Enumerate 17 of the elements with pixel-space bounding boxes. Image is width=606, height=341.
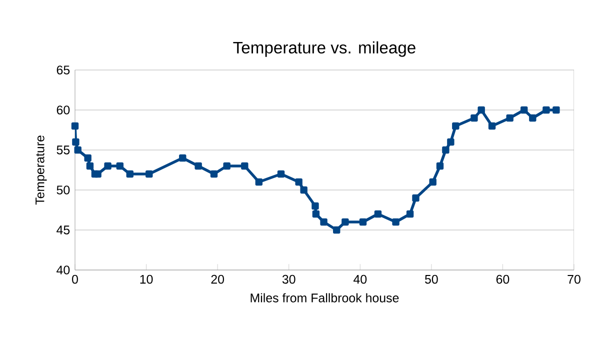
x-tick-label: 40 — [354, 274, 367, 284]
y-tick-label: 50 — [56, 186, 70, 194]
chart-title: Temperature vs. mileage — [233, 41, 416, 57]
y-axis-title: Temperature — [36, 136, 47, 205]
x-tick-label: 10 — [140, 274, 153, 284]
y-tick-label: 40 — [56, 266, 70, 274]
x-tick-label: 70 — [568, 274, 580, 284]
x-tick-label: 0 — [72, 274, 78, 284]
x-axis-title: Miles from Fallbrook house — [250, 293, 399, 302]
x-tick-label: 30 — [282, 274, 296, 284]
y-tick-label: 60 — [56, 106, 70, 114]
y-tick-label: 45 — [56, 226, 70, 234]
x-tick-label: 50 — [425, 274, 438, 284]
x-tick-label: 60 — [496, 274, 510, 284]
y-tick-label: 55 — [56, 146, 70, 154]
y-tick-label: 65 — [56, 66, 70, 74]
x-tick-label: 20 — [211, 274, 224, 284]
